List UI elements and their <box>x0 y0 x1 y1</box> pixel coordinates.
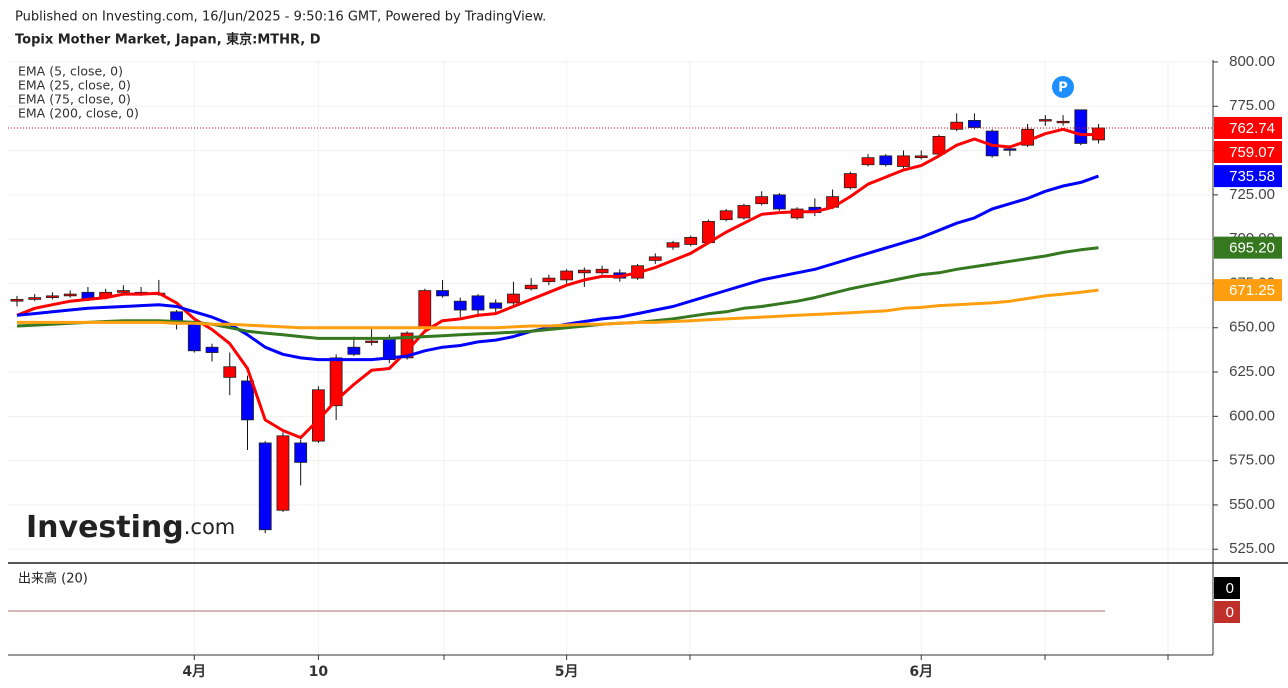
legend-entry: EMA (5, close, 0) <box>18 64 123 79</box>
x-tick-label: 4月 <box>182 664 206 680</box>
price-box <box>1214 236 1282 259</box>
price-box-label: 695.20 <box>1229 240 1275 257</box>
candle-body <box>347 346 361 355</box>
candle-body <box>223 366 237 378</box>
candle-body <box>950 121 964 130</box>
candle-body <box>755 196 769 205</box>
candle-body <box>524 284 538 290</box>
candle-body <box>1074 109 1088 144</box>
legend-entry: EMA (25, close, 0) <box>18 78 131 93</box>
price-box-label: 759.07 <box>1229 144 1275 161</box>
candle-body <box>932 135 946 155</box>
x-tick-label: 6月 <box>909 664 933 680</box>
ema-line <box>16 127 1099 440</box>
price-box <box>1214 279 1282 302</box>
chart-title: Topix Mother Market, Japan, 東京:MTHR, D <box>15 32 321 48</box>
candle-body <box>1038 119 1052 122</box>
candle-body <box>294 442 308 463</box>
candle-body <box>187 322 201 352</box>
source-line: Published on Investing.com, 16/Jun/2025 … <box>15 10 546 25</box>
badge-circle <box>1052 76 1074 98</box>
candle-body <box>258 442 272 531</box>
price-box-label: 735.58 <box>1229 168 1275 185</box>
candle-body <box>28 297 42 300</box>
candle-body <box>365 340 379 343</box>
candle-body <box>879 155 893 166</box>
candle-body <box>560 270 574 281</box>
candle-body <box>542 277 556 283</box>
volume-box <box>1214 577 1240 599</box>
candle-body <box>453 300 467 311</box>
candle-body <box>436 290 449 297</box>
candle-body <box>666 242 680 248</box>
candle-body <box>648 256 662 261</box>
ema-line <box>17 288 1099 330</box>
y-tick-label: 600.00 <box>1229 407 1275 424</box>
candle-body <box>737 205 751 219</box>
y-tick-label: 775.00 <box>1229 97 1275 114</box>
price-box-label: 671.25 <box>1229 282 1275 299</box>
badge-text: P <box>1058 81 1068 96</box>
price-box <box>1214 116 1282 139</box>
y-tick-label: 650.00 <box>1229 319 1275 336</box>
y-tick-label: 550.00 <box>1229 496 1275 513</box>
candle-body <box>861 157 875 166</box>
logo-suffix: .com <box>184 515 236 539</box>
logo-text: Investing.com <box>26 510 235 545</box>
candle-body <box>577 269 591 274</box>
candle-body <box>46 295 59 299</box>
candle-body <box>471 295 485 311</box>
candle-body <box>719 210 733 221</box>
legend-entry: EMA (200, close, 0) <box>18 106 139 121</box>
candle-body <box>418 290 432 329</box>
candle-body <box>241 380 254 421</box>
y-tick-label: 800.00 <box>1229 53 1275 70</box>
price-box-label: 762.74 <box>1229 120 1275 137</box>
logo: Investing.com <box>26 510 235 545</box>
volume-box <box>1214 601 1240 623</box>
candle-body <box>1003 148 1017 151</box>
grid <box>8 60 1213 660</box>
candle-body <box>205 346 219 353</box>
price-box <box>1214 140 1282 163</box>
candle-body <box>772 194 786 210</box>
legend-entry: EMA (75, close, 0) <box>18 92 131 107</box>
volume-box-label: 0 <box>1226 604 1234 621</box>
candle-body <box>595 268 609 274</box>
candle-body <box>10 298 24 302</box>
candle-body <box>507 293 520 304</box>
candle-body <box>116 290 130 293</box>
y-tick-label: 575.00 <box>1229 452 1275 469</box>
volume-box-label: 0 <box>1226 580 1234 597</box>
x-tick-label: 5月 <box>555 664 579 680</box>
candle-body <box>897 155 910 167</box>
candle-body <box>914 155 928 159</box>
candle-body <box>843 173 857 189</box>
y-tick-label: 625.00 <box>1229 363 1275 380</box>
price-box <box>1214 165 1282 188</box>
y-tick-label: 525.00 <box>1229 540 1275 557</box>
candle-body <box>1056 120 1070 124</box>
candle-body <box>968 120 981 128</box>
candle-body <box>684 236 698 245</box>
x-tick-label: 10 <box>309 664 329 680</box>
candle-body <box>329 357 343 407</box>
candle-body <box>489 302 503 309</box>
candle-body <box>63 293 77 297</box>
candle-body <box>276 435 290 511</box>
y-tick-label: 725.00 <box>1229 186 1275 203</box>
logo-brand: Investing <box>26 510 184 545</box>
volume-title: 出来高 (20) <box>18 571 88 587</box>
